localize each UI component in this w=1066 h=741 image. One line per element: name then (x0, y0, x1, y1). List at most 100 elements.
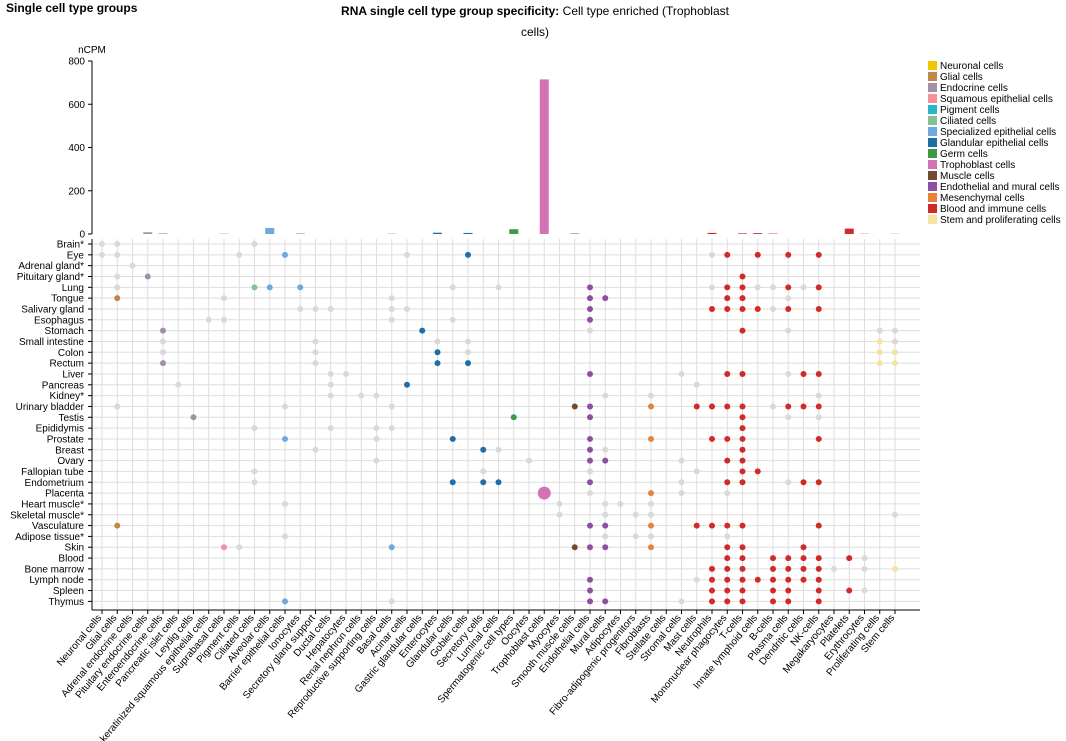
dot (465, 349, 471, 356)
legend-label: Germ cells (940, 149, 988, 160)
dot (434, 338, 441, 345)
dot (282, 251, 288, 258)
tissue-label: Ovary (57, 456, 84, 467)
dot (800, 284, 807, 291)
legend-label: Stem and proliferating cells (940, 215, 1061, 226)
dot (99, 251, 105, 258)
legend-swatch (928, 160, 937, 169)
y-tick-label: 600 (68, 100, 85, 111)
dot (770, 587, 776, 594)
dot (815, 392, 822, 399)
dot (449, 284, 456, 291)
dot (251, 479, 258, 486)
dot (678, 457, 685, 464)
dot (892, 360, 898, 367)
dot (160, 349, 166, 356)
legend-swatch (928, 149, 937, 158)
dot (465, 338, 471, 345)
dot (602, 598, 609, 605)
dot (465, 251, 471, 258)
dot (739, 435, 746, 442)
tissue-label: Fallopian tube (21, 467, 84, 478)
tissue-label: Testis (58, 413, 84, 424)
dot (571, 403, 578, 410)
dot (892, 349, 898, 356)
bar (265, 227, 275, 234)
dot (800, 544, 807, 551)
dot (297, 284, 304, 291)
tissue-label: Spleen (53, 586, 84, 597)
dot (404, 381, 410, 388)
dot (587, 479, 593, 486)
dot (526, 457, 532, 464)
bar (158, 233, 168, 234)
tissue-label: Liver (62, 369, 84, 380)
dot (205, 316, 212, 323)
tissue-label: Eye (67, 250, 85, 261)
dot (876, 349, 883, 356)
dot (343, 370, 349, 377)
dot (724, 284, 731, 291)
y-tick-label: 400 (68, 143, 85, 154)
dot (327, 305, 334, 312)
dot (282, 403, 288, 410)
dot (678, 370, 685, 377)
dot (648, 490, 654, 497)
dot (602, 295, 609, 302)
tissue-label: Salivary gland (21, 304, 84, 315)
dot (373, 457, 380, 464)
dot (739, 587, 746, 594)
dot (739, 273, 746, 280)
dot (434, 360, 441, 367)
dot (785, 305, 792, 312)
chart-title-bold: RNA single cell type group specificity: (341, 4, 560, 18)
dot (449, 435, 456, 442)
tissue-label: Lymph node (29, 575, 84, 586)
dot (587, 490, 593, 497)
dot (617, 500, 624, 507)
dot (739, 555, 746, 562)
dot (815, 598, 822, 605)
tissue-label: Bone marrow (25, 564, 85, 575)
bar (738, 233, 747, 234)
bar (433, 232, 442, 234)
dot (388, 305, 395, 312)
dot (815, 555, 822, 562)
dot (785, 576, 792, 583)
dot (815, 370, 822, 377)
dot (449, 316, 456, 323)
legend-swatch (928, 204, 937, 213)
dot (480, 446, 487, 453)
bar (844, 228, 854, 234)
legend-label: Glial cells (940, 72, 983, 83)
dot (770, 598, 776, 605)
dot (724, 490, 731, 497)
dot (282, 500, 288, 507)
dot (388, 403, 395, 410)
dot (770, 305, 776, 312)
dot (602, 522, 609, 529)
dot (587, 468, 593, 475)
dot (648, 511, 654, 518)
bar (143, 232, 153, 234)
dot (587, 435, 593, 442)
dot (312, 446, 319, 453)
dot (632, 511, 639, 518)
dot (266, 284, 273, 291)
dot (724, 370, 731, 377)
dot (587, 403, 593, 410)
dot (785, 403, 792, 410)
dot (648, 392, 654, 399)
dot (724, 565, 731, 572)
dot (815, 576, 822, 583)
dot (144, 273, 151, 280)
legend-label: Endocrine cells (940, 83, 1008, 94)
dot (297, 305, 304, 312)
dot (815, 435, 822, 442)
legend-swatch (928, 171, 937, 180)
dot (602, 533, 609, 540)
dot (160, 338, 166, 345)
dot (648, 500, 654, 507)
